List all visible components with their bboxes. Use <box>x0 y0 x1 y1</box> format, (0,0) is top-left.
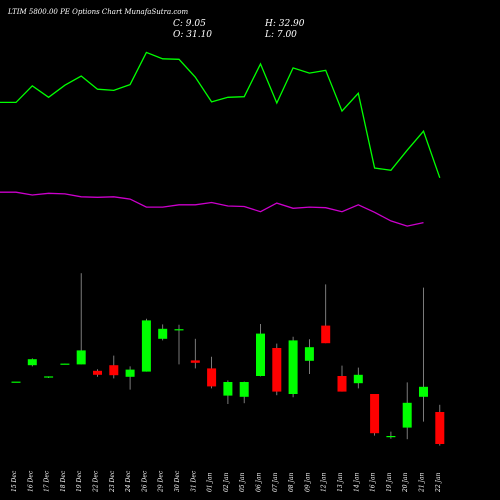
x-tick-label: 09 Jan <box>304 472 311 492</box>
candle-body <box>11 381 21 383</box>
close-value: C: 9.05 <box>173 19 206 29</box>
x-tick-label: 17 Dec <box>44 470 51 492</box>
candle <box>386 431 396 439</box>
candle <box>190 338 200 369</box>
candle-body <box>207 368 217 387</box>
candle-body <box>109 365 119 376</box>
candle-body <box>419 386 428 397</box>
candle <box>76 273 86 365</box>
candle-body <box>288 340 298 394</box>
candle <box>44 376 54 378</box>
candle <box>272 343 282 396</box>
x-tick-label: 12 Jan <box>321 472 328 492</box>
candle <box>304 339 314 374</box>
candle-body <box>158 328 168 339</box>
upper-indicator-line <box>0 51 441 179</box>
x-tick-label: 13 Jan <box>337 472 344 492</box>
x-tick-label: 19 Jan <box>386 472 393 492</box>
candle <box>435 404 445 446</box>
candle-body <box>304 347 314 361</box>
x-tick-label: 06 Jan <box>256 472 263 492</box>
candle-body <box>125 369 135 377</box>
candle <box>93 369 102 377</box>
chart-title: LTIM 5800.00 PE Options Chart MunafaSutr… <box>8 8 189 16</box>
candle <box>207 356 217 389</box>
candle <box>109 355 119 379</box>
candle-body <box>223 382 233 396</box>
candle <box>60 363 70 365</box>
x-tick-label: 14 Jan <box>353 472 360 492</box>
x-tick-label: 31 Dec <box>190 470 197 492</box>
candle <box>158 324 168 341</box>
candle-body <box>93 370 102 375</box>
candle-body <box>190 360 200 363</box>
x-tick-label: 22 Dec <box>93 470 100 493</box>
x-tick-label: 29 Dec <box>158 470 165 493</box>
candle-body <box>402 402 412 428</box>
candle-body <box>353 374 363 384</box>
x-tick-label: 20 Jan <box>402 472 409 493</box>
candle <box>27 358 37 367</box>
x-tick-label: 30 Dec <box>174 470 181 492</box>
candle <box>239 381 249 404</box>
candle <box>337 365 347 392</box>
candle <box>174 324 184 365</box>
x-tick-label: 19 Dec <box>76 470 83 492</box>
candle-body <box>44 376 54 378</box>
candle <box>11 381 21 383</box>
x-tick-label: 18 Dec <box>60 470 67 492</box>
candle <box>223 380 233 404</box>
candle-body <box>386 436 396 438</box>
x-tick-label: 16 Dec <box>27 470 34 492</box>
candle-body <box>321 325 331 344</box>
candle <box>321 284 331 344</box>
low-value: L: 7.00 <box>265 30 297 40</box>
candle-body <box>60 363 70 365</box>
x-tick-label: 15 Dec <box>11 470 18 492</box>
x-tick-label: 24 Dec <box>125 470 132 493</box>
open-value: O: 31.10 <box>173 30 213 40</box>
candle-body <box>370 394 380 434</box>
candle <box>141 318 151 372</box>
candle <box>419 287 428 422</box>
x-tick-label: 26 Dec <box>141 470 148 493</box>
candle-body <box>174 329 184 331</box>
x-tick-label: 05 Jan <box>239 472 246 492</box>
candle-body <box>256 333 265 376</box>
x-tick-label: 22 Jan <box>435 472 442 493</box>
candle <box>402 382 412 440</box>
candle-body <box>76 350 86 365</box>
x-tick-label: 23 Dec <box>109 470 116 493</box>
candle-body <box>435 412 445 444</box>
candle-body <box>272 348 282 392</box>
candle-body <box>239 382 249 397</box>
x-tick-label: 16 Jan <box>370 472 377 492</box>
candle-body <box>141 320 151 372</box>
x-tick-label: 01 Jan <box>207 472 214 492</box>
candle <box>256 324 265 377</box>
candle <box>353 367 363 389</box>
x-tick-label: 07 Jan <box>272 472 279 492</box>
x-tick-label: 08 Jan <box>288 472 295 492</box>
high-value: H: 32.90 <box>265 19 305 29</box>
x-tick-label: 02 Jan <box>223 472 230 492</box>
candle-body <box>337 376 347 392</box>
x-tick-label: 21 Jan <box>419 472 426 493</box>
candle <box>288 336 298 398</box>
candle <box>125 366 135 390</box>
candle <box>370 394 380 436</box>
candle-body <box>27 359 37 366</box>
lower-indicator-line <box>0 191 424 227</box>
